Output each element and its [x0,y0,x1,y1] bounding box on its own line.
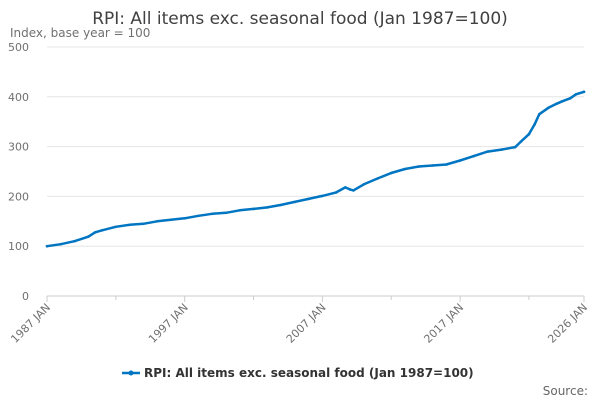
data-point[interactable] [417,165,421,168]
data-point[interactable] [403,167,407,171]
data-point[interactable] [547,106,550,110]
data-point[interactable] [334,191,338,194]
data-point[interactable] [279,203,283,207]
data-point[interactable] [128,223,131,227]
source-label: Source: [543,384,588,398]
legend-label: RPI: All items exc. seasonal food (Jan 1… [144,366,474,380]
x-tick-label: 2017 JAN [421,301,466,346]
data-point[interactable] [458,159,462,162]
legend[interactable]: RPI: All items exc. seasonal food (Jan 1… [122,366,474,380]
y-tick-label: 400 [8,91,29,104]
data-point[interactable] [486,150,489,153]
y-axis-label: Index, base year = 100 [10,26,150,40]
data-point[interactable] [472,154,476,158]
data-point[interactable] [500,148,503,151]
y-tick-label: 200 [8,190,29,203]
data-point[interactable] [197,214,200,218]
data-point[interactable] [183,217,186,220]
data-point[interactable] [513,145,517,149]
data-point[interactable] [344,186,347,189]
y-tick-label: 100 [8,240,29,253]
y-tick-label: 500 [8,41,29,54]
chart-title: RPI: All items exc. seasonal food (Jan 1… [92,9,508,29]
data-point[interactable] [169,218,173,222]
data-point[interactable] [352,189,355,192]
x-axis-ticks: 1987 JAN 1997 JAN 2007 JAN 2017 JAN 2026 JAN [8,296,590,346]
gridlines [47,46,584,297]
data-point[interactable] [348,188,352,191]
x-tick-label: 1987 JAN [8,301,53,346]
data-point[interactable] [533,122,536,126]
data-point[interactable] [376,177,379,180]
x-tick-label: 2007 JAN [284,301,329,346]
data-point[interactable] [238,209,242,212]
data-point[interactable] [445,163,448,166]
data-point[interactable] [224,211,228,215]
y-tick-label: 300 [8,141,29,154]
data-point[interactable] [142,222,145,226]
data-point[interactable] [59,242,63,246]
data-point[interactable] [73,239,76,243]
x-tick-label: 2026 JAN [545,301,590,346]
data-point[interactable] [555,102,558,106]
series-group [45,90,586,248]
data-point[interactable] [568,97,572,100]
data-point[interactable] [210,212,214,216]
y-tick-label: 0 [22,290,29,303]
data-point[interactable] [560,100,564,103]
data-point[interactable] [362,183,366,186]
data-point[interactable] [45,244,49,248]
data-point[interactable] [293,200,297,204]
legend-marker-icon [128,370,134,376]
data-point[interactable] [538,112,541,116]
x-tick-label: 1997 JAN [146,301,191,346]
data-point[interactable] [266,206,269,209]
data-point[interactable] [100,229,104,232]
data-point[interactable] [574,93,578,96]
data-point[interactable] [307,197,310,201]
data-point[interactable] [389,171,393,175]
data-point[interactable] [527,132,531,136]
data-point[interactable] [519,140,523,143]
y-axis-ticks: 0 100 200 300 400 500 [8,41,29,303]
data-point[interactable] [252,207,255,211]
series-line[interactable] [45,90,586,248]
data-point[interactable] [155,220,159,223]
data-point[interactable] [87,235,90,238]
data-point[interactable] [431,164,434,167]
data-point[interactable] [582,90,586,94]
data-point[interactable] [114,225,118,229]
data-point[interactable] [93,231,97,234]
data-point[interactable] [321,194,324,198]
